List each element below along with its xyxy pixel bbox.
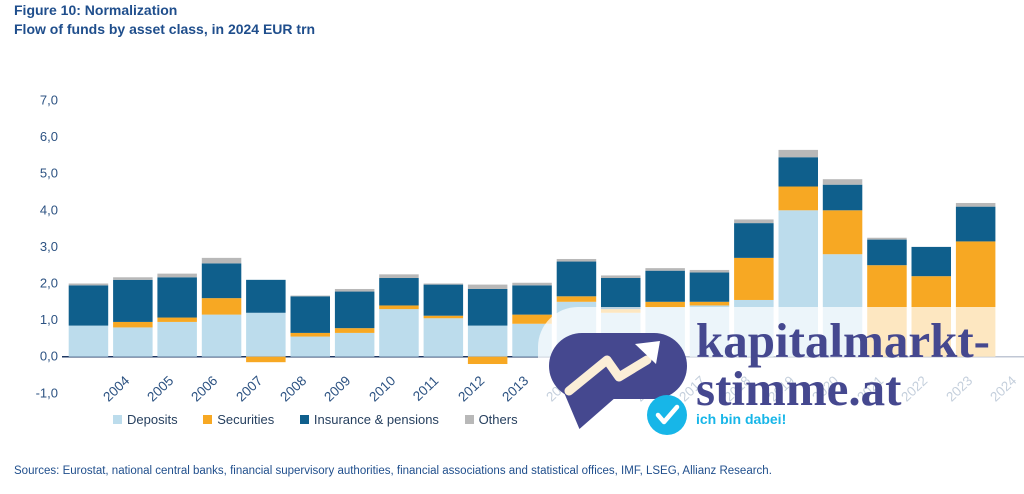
svg-text:6,0: 6,0 [40, 129, 58, 144]
svg-text:5,0: 5,0 [40, 166, 58, 181]
svg-text:7,0: 7,0 [40, 93, 58, 108]
svg-text:2,0: 2,0 [40, 276, 58, 291]
svg-text:0,0: 0,0 [40, 349, 58, 364]
svg-text:-1,0: -1,0 [36, 385, 58, 400]
svg-text:4,0: 4,0 [40, 202, 58, 217]
svg-text:3,0: 3,0 [40, 239, 58, 254]
svg-text:1,0: 1,0 [40, 312, 58, 327]
